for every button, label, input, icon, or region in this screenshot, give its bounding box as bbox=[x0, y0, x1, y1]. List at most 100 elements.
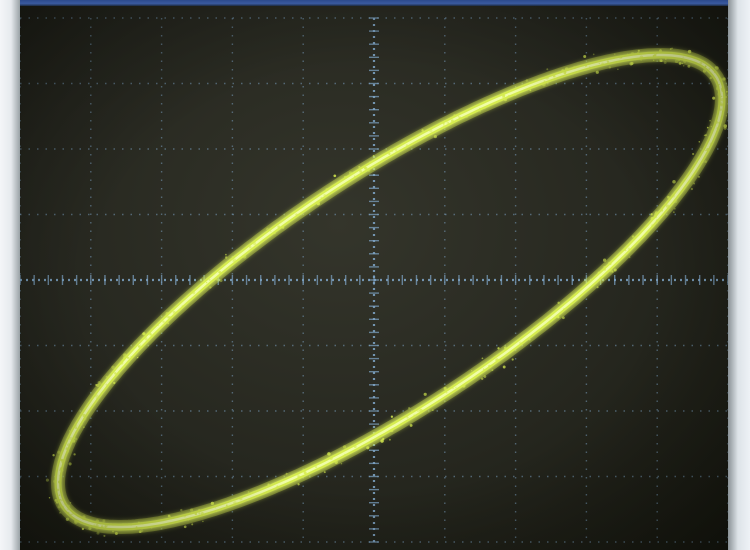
noise-dot bbox=[502, 95, 505, 99]
noise-dot bbox=[114, 532, 118, 535]
noise-dot bbox=[503, 346, 507, 350]
noise-dot bbox=[651, 224, 655, 228]
noise-dot bbox=[205, 281, 208, 284]
noise-dot bbox=[453, 114, 456, 117]
noise-dot bbox=[716, 85, 720, 89]
noise-dot bbox=[712, 96, 716, 100]
noise-dot bbox=[168, 316, 172, 320]
noise-dot bbox=[210, 501, 214, 505]
noise-dot bbox=[275, 223, 278, 226]
noise-dot bbox=[640, 59, 642, 61]
noise-dot bbox=[247, 491, 250, 493]
noise-dot bbox=[187, 518, 190, 521]
noise-dot bbox=[412, 137, 415, 140]
noise-dot bbox=[447, 122, 449, 124]
noise-dot bbox=[353, 175, 356, 178]
noise-dot bbox=[557, 301, 560, 304]
noise-dot bbox=[82, 413, 86, 418]
noise-dot bbox=[74, 437, 78, 441]
graticule bbox=[20, 17, 728, 543]
noise-dot bbox=[450, 119, 454, 123]
noise-dot bbox=[95, 397, 98, 400]
noise-dot bbox=[708, 135, 711, 139]
noise-dot bbox=[359, 170, 362, 173]
noise-dot bbox=[662, 206, 664, 208]
noise-dot bbox=[149, 332, 151, 334]
noise-dot bbox=[103, 534, 106, 537]
noise-dot bbox=[669, 204, 672, 207]
noise-dot bbox=[68, 430, 71, 432]
noise-dot bbox=[483, 375, 487, 378]
noise-dot bbox=[171, 309, 173, 311]
noise-dot bbox=[561, 69, 565, 73]
noise-dot bbox=[343, 453, 347, 456]
noise-dot bbox=[507, 95, 511, 98]
noise-dot bbox=[645, 232, 648, 235]
noise-dot bbox=[667, 195, 670, 199]
noise-dot bbox=[237, 258, 241, 261]
noise-dot bbox=[678, 59, 681, 62]
noise-dot bbox=[86, 405, 88, 407]
noise-dot bbox=[61, 505, 64, 509]
noise-dot bbox=[277, 225, 281, 229]
noise-dot bbox=[48, 497, 51, 499]
noise-dot bbox=[113, 381, 116, 385]
noise-dot bbox=[660, 209, 664, 212]
noise-dot bbox=[83, 426, 85, 429]
noise-dot bbox=[495, 358, 499, 362]
noise-dot bbox=[167, 514, 171, 518]
noise-dot bbox=[690, 187, 694, 191]
noise-dot bbox=[59, 477, 62, 480]
noise-dot bbox=[563, 308, 566, 311]
noise-dot bbox=[602, 258, 607, 262]
noise-dot bbox=[709, 76, 713, 80]
noise-dot bbox=[68, 462, 72, 466]
noise-dot bbox=[699, 61, 703, 65]
noise-dot bbox=[278, 228, 280, 230]
noise-dot bbox=[55, 501, 59, 504]
noise-dot bbox=[95, 519, 100, 523]
noise-dot bbox=[603, 268, 606, 271]
noise-dot bbox=[462, 384, 466, 388]
noise-dot bbox=[709, 119, 711, 122]
noise-dot bbox=[713, 71, 716, 74]
noise-dot bbox=[721, 88, 725, 92]
noise-dot bbox=[687, 64, 691, 68]
noise-dot bbox=[681, 62, 684, 65]
trace-core bbox=[56, 53, 724, 529]
noise-dot bbox=[388, 438, 391, 441]
noise-dot bbox=[281, 226, 285, 229]
noise-dot bbox=[608, 261, 612, 266]
noise-dot bbox=[525, 79, 529, 82]
noise-dot bbox=[406, 416, 409, 419]
noise-dot bbox=[647, 51, 650, 54]
noise-dot bbox=[216, 278, 219, 281]
noise-dot bbox=[138, 530, 142, 534]
noise-dot bbox=[720, 98, 725, 102]
noise-dot bbox=[232, 259, 235, 263]
noise-dot bbox=[669, 48, 672, 50]
noise-dot bbox=[429, 129, 433, 133]
noise-dot bbox=[628, 256, 631, 259]
noise-dot bbox=[95, 394, 99, 398]
noise-dot bbox=[66, 450, 69, 453]
noise-dot bbox=[265, 228, 268, 231]
noise-dot bbox=[719, 78, 723, 82]
noise-dot bbox=[700, 160, 704, 164]
noise-dot bbox=[64, 503, 67, 506]
scope-display bbox=[20, 17, 728, 543]
noise-dot bbox=[455, 386, 457, 389]
noise-dot bbox=[710, 130, 712, 132]
noise-dot bbox=[214, 506, 217, 509]
noise-dot bbox=[323, 193, 326, 197]
noise-dot bbox=[659, 49, 662, 53]
noise-dot bbox=[59, 499, 61, 501]
noise-dot bbox=[316, 201, 320, 206]
noise-dot bbox=[59, 474, 62, 477]
noise-dot bbox=[718, 83, 720, 86]
noise-dot bbox=[583, 54, 587, 59]
noise-dot bbox=[655, 53, 658, 55]
noise-dot bbox=[59, 469, 61, 472]
noise-dot bbox=[614, 53, 616, 55]
noise-dot bbox=[181, 305, 184, 307]
